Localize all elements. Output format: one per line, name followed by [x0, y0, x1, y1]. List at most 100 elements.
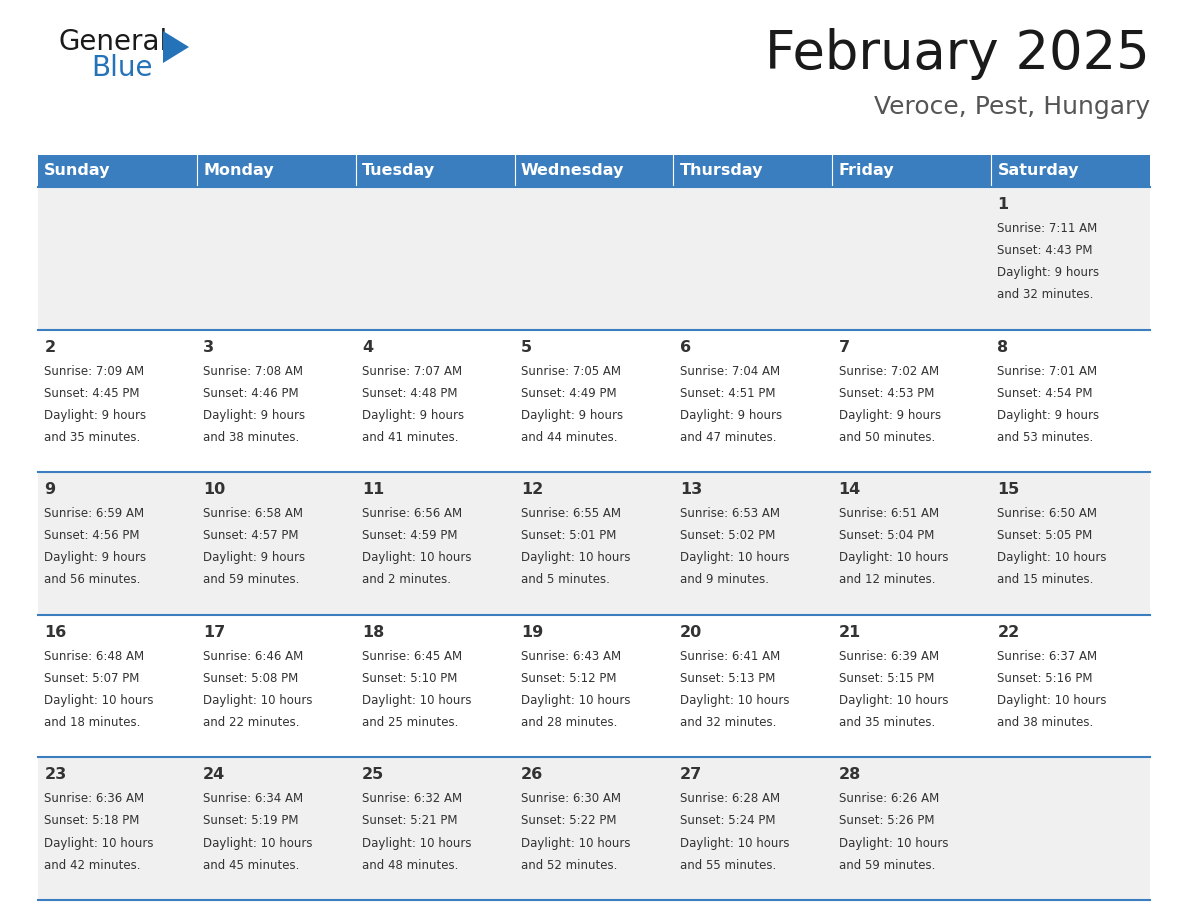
- Text: Sunrise: 7:07 AM: Sunrise: 7:07 AM: [362, 364, 462, 377]
- Text: Sunrise: 6:58 AM: Sunrise: 6:58 AM: [203, 507, 303, 521]
- Text: Sunrise: 6:48 AM: Sunrise: 6:48 AM: [44, 650, 145, 663]
- Text: Daylight: 9 hours: Daylight: 9 hours: [839, 409, 941, 421]
- Text: Sunrise: 6:46 AM: Sunrise: 6:46 AM: [203, 650, 303, 663]
- Text: Daylight: 9 hours: Daylight: 9 hours: [998, 409, 1100, 421]
- Text: and 52 minutes.: and 52 minutes.: [520, 858, 618, 872]
- Text: Sunset: 4:56 PM: Sunset: 4:56 PM: [44, 530, 140, 543]
- Text: Sunrise: 6:53 AM: Sunrise: 6:53 AM: [680, 507, 779, 521]
- Text: Veroce, Pest, Hungary: Veroce, Pest, Hungary: [874, 95, 1150, 119]
- Text: and 53 minutes.: and 53 minutes.: [998, 431, 1094, 443]
- Text: 4: 4: [362, 340, 373, 354]
- Text: Sunday: Sunday: [44, 163, 110, 178]
- Text: and 18 minutes.: and 18 minutes.: [44, 716, 140, 729]
- Text: Sunrise: 6:34 AM: Sunrise: 6:34 AM: [203, 792, 303, 805]
- Text: 17: 17: [203, 625, 226, 640]
- Bar: [833, 155, 991, 187]
- Text: Sunrise: 6:28 AM: Sunrise: 6:28 AM: [680, 792, 779, 805]
- Text: Daylight: 10 hours: Daylight: 10 hours: [839, 552, 948, 565]
- Text: and 28 minutes.: and 28 minutes.: [520, 716, 618, 729]
- Text: Sunset: 5:22 PM: Sunset: 5:22 PM: [520, 814, 617, 827]
- Text: and 22 minutes.: and 22 minutes.: [203, 716, 299, 729]
- Text: 9: 9: [44, 482, 56, 498]
- Text: Sunrise: 6:45 AM: Sunrise: 6:45 AM: [362, 650, 462, 663]
- Bar: [38, 187, 1150, 330]
- Text: Sunrise: 6:56 AM: Sunrise: 6:56 AM: [362, 507, 462, 521]
- Text: and 50 minutes.: and 50 minutes.: [839, 431, 935, 443]
- Text: 7: 7: [839, 340, 849, 354]
- Text: Sunset: 4:54 PM: Sunset: 4:54 PM: [998, 386, 1093, 399]
- Text: Sunset: 5:21 PM: Sunset: 5:21 PM: [362, 814, 457, 827]
- Text: Daylight: 9 hours: Daylight: 9 hours: [998, 266, 1100, 279]
- Text: Daylight: 10 hours: Daylight: 10 hours: [362, 694, 472, 707]
- Text: Sunset: 5:08 PM: Sunset: 5:08 PM: [203, 672, 298, 685]
- Text: and 59 minutes.: and 59 minutes.: [203, 574, 299, 587]
- Text: 24: 24: [203, 767, 226, 782]
- Text: General: General: [58, 28, 168, 56]
- Text: Daylight: 10 hours: Daylight: 10 hours: [680, 836, 789, 849]
- Text: 14: 14: [839, 482, 861, 498]
- Text: Daylight: 10 hours: Daylight: 10 hours: [520, 836, 631, 849]
- Text: 28: 28: [839, 767, 861, 782]
- Text: Daylight: 10 hours: Daylight: 10 hours: [362, 552, 472, 565]
- Text: Sunset: 5:10 PM: Sunset: 5:10 PM: [362, 672, 457, 685]
- Text: 3: 3: [203, 340, 214, 354]
- Text: Daylight: 10 hours: Daylight: 10 hours: [520, 694, 631, 707]
- Text: Sunrise: 6:41 AM: Sunrise: 6:41 AM: [680, 650, 781, 663]
- Text: 8: 8: [998, 340, 1009, 354]
- Text: and 32 minutes.: and 32 minutes.: [998, 288, 1094, 301]
- Bar: [38, 472, 1150, 615]
- Text: Daylight: 10 hours: Daylight: 10 hours: [839, 836, 948, 849]
- Text: Daylight: 10 hours: Daylight: 10 hours: [520, 552, 631, 565]
- Text: Sunset: 4:45 PM: Sunset: 4:45 PM: [44, 386, 140, 399]
- Text: Sunset: 5:07 PM: Sunset: 5:07 PM: [44, 672, 140, 685]
- Text: 26: 26: [520, 767, 543, 782]
- Bar: [674, 155, 833, 187]
- Text: and 2 minutes.: and 2 minutes.: [362, 574, 451, 587]
- Text: Sunset: 5:16 PM: Sunset: 5:16 PM: [998, 672, 1093, 685]
- Text: 21: 21: [839, 625, 861, 640]
- Text: 2: 2: [44, 340, 56, 354]
- Text: 20: 20: [680, 625, 702, 640]
- Text: Saturday: Saturday: [998, 163, 1079, 178]
- Text: 23: 23: [44, 767, 67, 782]
- Text: Daylight: 10 hours: Daylight: 10 hours: [680, 694, 789, 707]
- Text: Daylight: 10 hours: Daylight: 10 hours: [44, 836, 154, 849]
- Text: Daylight: 10 hours: Daylight: 10 hours: [680, 552, 789, 565]
- Text: 6: 6: [680, 340, 691, 354]
- Text: Sunrise: 7:11 AM: Sunrise: 7:11 AM: [998, 222, 1098, 235]
- Text: and 38 minutes.: and 38 minutes.: [203, 431, 299, 443]
- Text: Sunset: 4:53 PM: Sunset: 4:53 PM: [839, 386, 934, 399]
- Text: Sunset: 5:01 PM: Sunset: 5:01 PM: [520, 530, 617, 543]
- Text: and 35 minutes.: and 35 minutes.: [44, 431, 140, 443]
- Text: 18: 18: [362, 625, 385, 640]
- Text: Sunset: 4:57 PM: Sunset: 4:57 PM: [203, 530, 298, 543]
- Text: Sunrise: 6:32 AM: Sunrise: 6:32 AM: [362, 792, 462, 805]
- Text: Sunrise: 7:02 AM: Sunrise: 7:02 AM: [839, 364, 939, 377]
- Bar: [38, 155, 197, 187]
- Text: 11: 11: [362, 482, 385, 498]
- Text: Sunset: 5:04 PM: Sunset: 5:04 PM: [839, 530, 934, 543]
- Text: Sunset: 5:19 PM: Sunset: 5:19 PM: [203, 814, 298, 827]
- Text: Sunset: 4:59 PM: Sunset: 4:59 PM: [362, 530, 457, 543]
- Text: and 5 minutes.: and 5 minutes.: [520, 574, 609, 587]
- Text: Sunrise: 7:04 AM: Sunrise: 7:04 AM: [680, 364, 779, 377]
- Text: 25: 25: [362, 767, 385, 782]
- Text: and 59 minutes.: and 59 minutes.: [839, 858, 935, 872]
- Text: Sunrise: 6:51 AM: Sunrise: 6:51 AM: [839, 507, 939, 521]
- Text: Sunset: 5:13 PM: Sunset: 5:13 PM: [680, 672, 775, 685]
- Text: Daylight: 10 hours: Daylight: 10 hours: [44, 694, 154, 707]
- Text: 10: 10: [203, 482, 226, 498]
- Text: Wednesday: Wednesday: [520, 163, 625, 178]
- Bar: [38, 330, 1150, 472]
- Text: Sunrise: 7:08 AM: Sunrise: 7:08 AM: [203, 364, 303, 377]
- Text: and 35 minutes.: and 35 minutes.: [839, 716, 935, 729]
- Polygon shape: [163, 31, 189, 63]
- Bar: [38, 615, 1150, 757]
- Text: Daylight: 10 hours: Daylight: 10 hours: [203, 836, 312, 849]
- Bar: [38, 757, 1150, 900]
- Text: Thursday: Thursday: [680, 163, 763, 178]
- Text: Sunset: 5:05 PM: Sunset: 5:05 PM: [998, 530, 1093, 543]
- Text: and 9 minutes.: and 9 minutes.: [680, 574, 769, 587]
- Text: Sunset: 4:49 PM: Sunset: 4:49 PM: [520, 386, 617, 399]
- Text: and 32 minutes.: and 32 minutes.: [680, 716, 776, 729]
